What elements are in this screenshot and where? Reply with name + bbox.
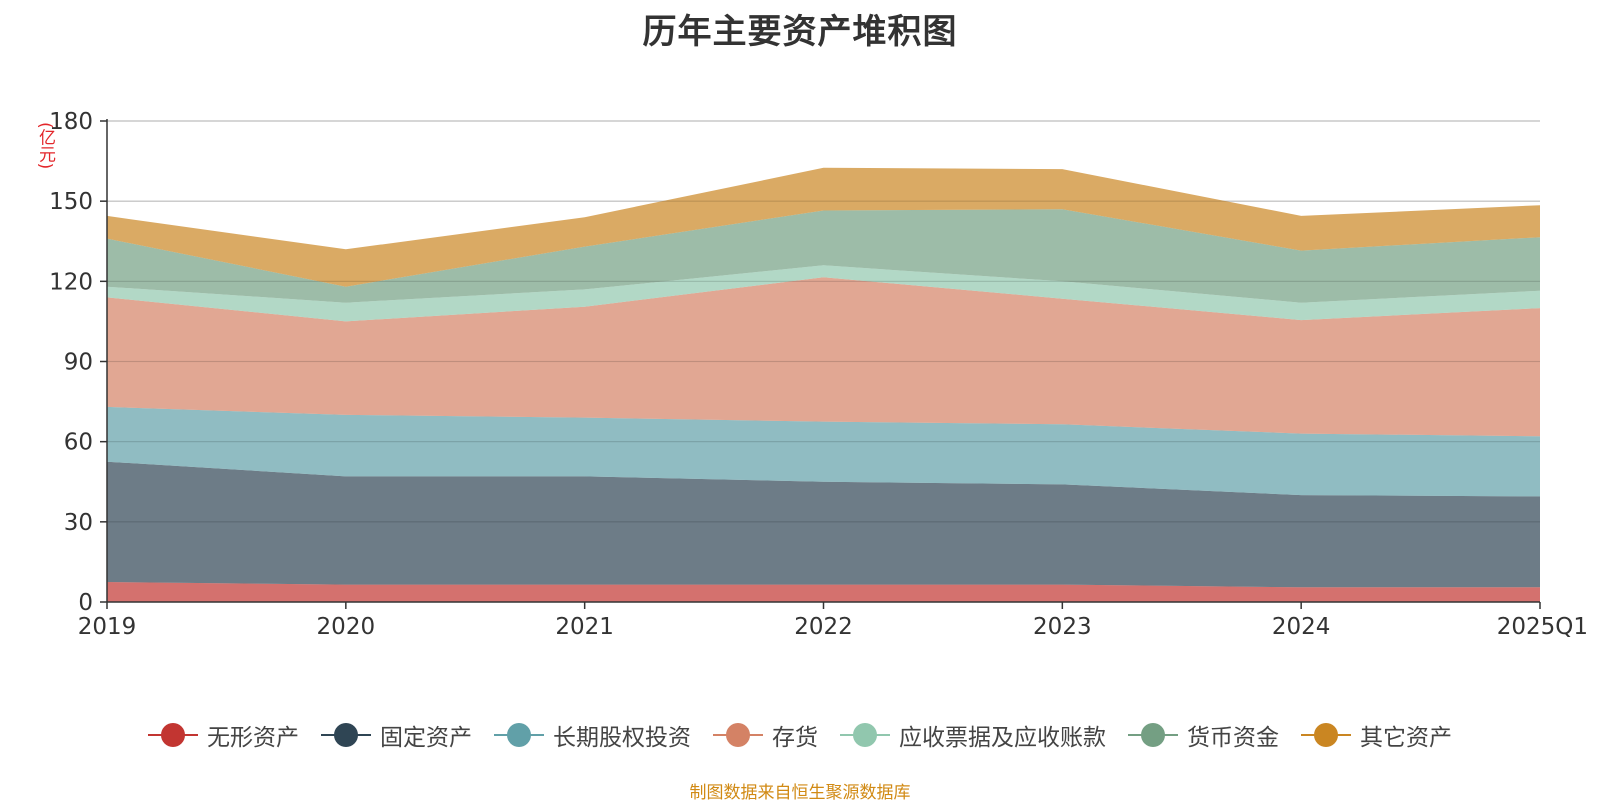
y-tick-label: 180 xyxy=(49,109,93,135)
legend-label: 其它资产 xyxy=(1360,725,1452,751)
chart-title: 历年主要资产堆积图 xyxy=(642,12,958,52)
legend-marker-icon xyxy=(1128,722,1178,748)
y-tick-label: 60 xyxy=(64,430,93,456)
legend-item[interactable]: 其它资产 xyxy=(1301,718,1452,752)
legend-label: 无形资产 xyxy=(207,725,299,751)
area-series-2 xyxy=(107,461,1540,588)
x-tick-label: 2019 xyxy=(78,614,137,640)
chart-legend: 无形资产 固定资产 长期股权投资 存货 应收票据及应收账款 货币资金 其它资产 xyxy=(0,718,1600,752)
area-series-1 xyxy=(107,582,1540,602)
y-tick-label: 0 xyxy=(78,590,93,616)
x-tick-label: 2020 xyxy=(317,614,376,640)
y-tick-label: 90 xyxy=(64,350,93,376)
x-tick-label: 2022 xyxy=(794,614,853,640)
legend-marker-icon xyxy=(840,722,890,748)
area-series-5 xyxy=(107,265,1540,322)
legend-item[interactable]: 固定资产 xyxy=(321,718,472,752)
source-note: 制图数据来自恒生聚源数据库 xyxy=(689,783,911,800)
legend-marker-icon xyxy=(321,722,371,748)
legend-marker-icon xyxy=(494,722,544,748)
legend-item[interactable]: 存货 xyxy=(713,718,818,752)
legend-item[interactable]: 无形资产 xyxy=(148,718,299,752)
area-series-3 xyxy=(107,406,1540,497)
legend-marker-icon xyxy=(713,722,763,748)
x-tick-label: 2021 xyxy=(555,614,614,640)
legend-label: 固定资产 xyxy=(380,725,472,751)
area-series-6 xyxy=(107,209,1540,303)
y-tick-label: 30 xyxy=(64,510,93,536)
area-series-7 xyxy=(107,167,1540,287)
x-tick-label: 2023 xyxy=(1033,614,1092,640)
legend-label: 应收票据及应收账款 xyxy=(899,725,1106,751)
y-axis-unit-label: (亿元) xyxy=(35,122,55,170)
legend-item[interactable]: 货币资金 xyxy=(1128,718,1279,752)
y-tick-label: 120 xyxy=(49,269,93,295)
legend-label: 长期股权投资 xyxy=(553,725,691,751)
x-tick-label: 2024 xyxy=(1272,614,1331,640)
legend-label: 货币资金 xyxy=(1187,725,1279,751)
legend-marker-icon xyxy=(1301,722,1351,748)
legend-marker-icon xyxy=(148,722,198,748)
area-series-4 xyxy=(107,277,1540,437)
x-tick-label: 2025Q1 xyxy=(1497,614,1588,640)
legend-label: 存货 xyxy=(772,725,818,751)
legend-item[interactable]: 应收票据及应收账款 xyxy=(840,718,1106,752)
y-tick-label: 150 xyxy=(49,189,93,215)
legend-item[interactable]: 长期股权投资 xyxy=(494,718,691,752)
